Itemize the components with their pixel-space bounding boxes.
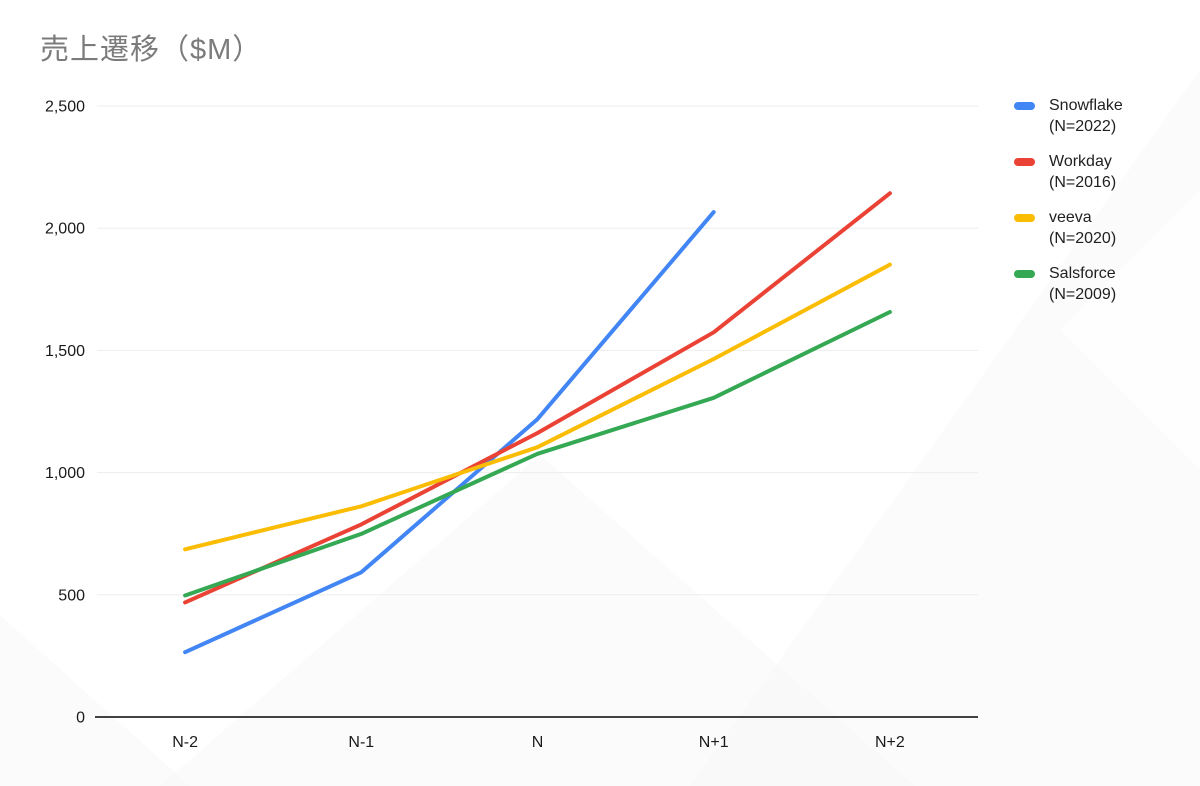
x-axis-tick-label: N-2 [172,734,198,751]
y-axis-tick-label: 1,500 [45,343,85,360]
background-triangle [0,615,190,786]
chart-title: 売上遷移（$M） [40,34,263,66]
legend-series-note: (N=2022) [1049,118,1117,135]
series-line-veeva[interactable] [183,262,892,552]
legend-series-note: (N=2020) [1049,230,1117,247]
background-triangle [690,70,1200,786]
legend-series-name: Salsforce [1049,265,1116,282]
legend-series-name: Snowflake [1049,97,1123,114]
legend-swatch-snowflake [1014,102,1035,110]
x-axis-tick-label: N+2 [875,734,905,751]
legend-label: Salsforce (N=2009) [1049,263,1116,305]
legend-series-note: (N=2016) [1049,174,1117,191]
background-triangle [1060,190,1200,470]
legend-item-salsforce[interactable]: Salsforce (N=2009) [1014,263,1123,305]
legend-label: Snowflake (N=2022) [1049,95,1123,137]
legend-swatch-workday [1014,158,1035,166]
legend-swatch-salsforce [1014,270,1035,278]
series-line-snowflake[interactable] [183,210,716,655]
legend-item-workday[interactable]: Workday (N=2016) [1014,151,1123,193]
legend-series-note: (N=2009) [1049,286,1117,303]
legend-swatch-veeva [1014,214,1035,222]
legend-label: veeva (N=2020) [1049,207,1116,249]
y-axis-tick-label: 0 [76,710,85,727]
series-line-salsforce[interactable] [183,310,892,598]
legend-label: Workday (N=2016) [1049,151,1116,193]
y-axis-tick-label: 2,500 [45,99,85,116]
y-axis-tick-label: 1,000 [45,465,85,482]
background-triangle [160,455,915,786]
y-axis-tick-label: 500 [58,587,85,604]
legend-series-name: veeva [1049,209,1092,226]
legend-series-name: Workday [1049,153,1112,170]
legend-item-snowflake[interactable]: Snowflake (N=2022) [1014,95,1123,137]
series-line-workday[interactable] [183,191,892,605]
x-axis-tick-label: N-1 [348,734,374,751]
y-axis-tick-label: 2,000 [45,221,85,238]
x-axis-tick-label: N [532,734,544,751]
x-axis-tick-label: N+1 [699,734,729,751]
chart-legend: Snowflake (N=2022) Workday (N=2016) veev… [1014,95,1123,305]
legend-item-veeva[interactable]: veeva (N=2020) [1014,207,1123,249]
